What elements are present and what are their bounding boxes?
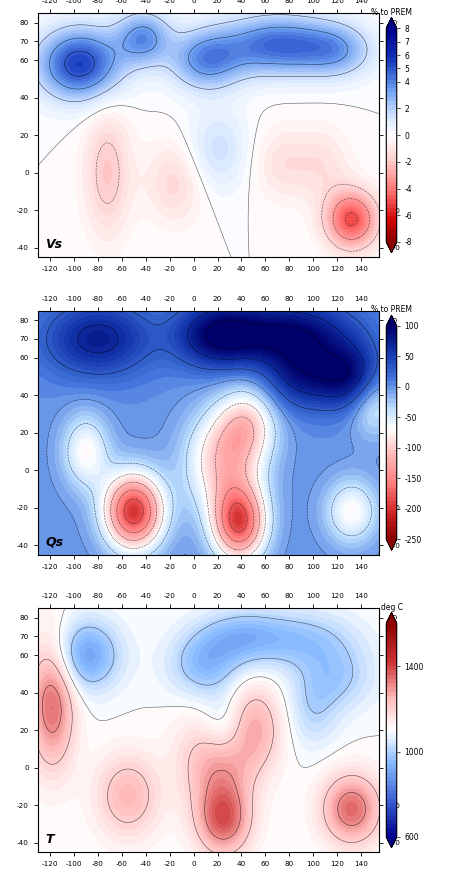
Text: Qs: Qs [45, 535, 63, 548]
Text: Vs: Vs [45, 238, 62, 251]
PathPatch shape [386, 242, 397, 253]
PathPatch shape [386, 18, 397, 28]
Title: % to PREM: % to PREM [371, 306, 412, 314]
Title: deg C: deg C [381, 603, 402, 612]
Title: % to PREM: % to PREM [371, 8, 412, 17]
PathPatch shape [386, 540, 397, 550]
PathPatch shape [386, 837, 397, 848]
PathPatch shape [386, 315, 397, 326]
PathPatch shape [386, 613, 397, 623]
Text: T: T [45, 833, 54, 846]
